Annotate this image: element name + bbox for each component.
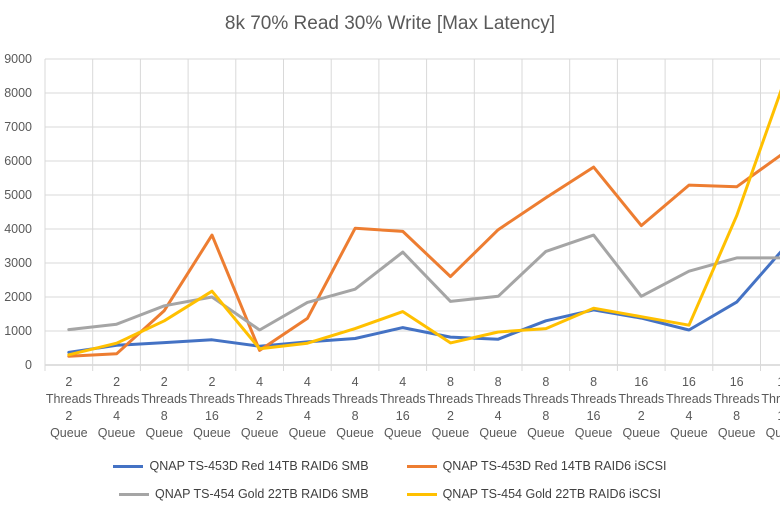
x-tick-label: 4 xyxy=(399,375,406,389)
series-line-1 xyxy=(67,250,780,354)
y-tick-label: 9000 xyxy=(4,52,32,66)
x-tick-label: Queue xyxy=(241,426,279,440)
x-tick-label: Threads xyxy=(475,392,521,406)
x-tick-label: Queue xyxy=(384,426,422,440)
x-tick-label: Queue xyxy=(193,426,231,440)
x-tick-label: 8 xyxy=(447,375,454,389)
legend-item-series-3[interactable]: QNAP TS-454 Gold 22TB RAID6 SMB xyxy=(119,487,369,501)
y-tick-label: 0 xyxy=(25,358,32,372)
x-tick-label: Queue xyxy=(622,426,660,440)
x-tick-label: Threads xyxy=(46,392,92,406)
x-tick-label: 16 xyxy=(682,375,696,389)
x-tick-label: Threads xyxy=(761,392,780,406)
series-lines xyxy=(67,89,780,358)
y-tick-label: 1000 xyxy=(4,324,32,338)
x-tick-label: Threads xyxy=(714,392,760,406)
x-tick-label: 8 xyxy=(495,375,502,389)
x-tick-label: Threads xyxy=(380,392,426,406)
legend-swatch-series-3 xyxy=(119,492,150,496)
x-tick-label: 2 xyxy=(447,409,454,423)
x-tick-label: 4 xyxy=(304,409,311,423)
y-axis-ticks: 0 1000 2000 3000 4000 5000 6000 7000 8000 9000 xyxy=(4,52,32,372)
x-tick-label: Queue xyxy=(670,426,708,440)
x-tick-label: Threads xyxy=(284,392,330,406)
x-tick-label: Queue xyxy=(527,426,565,440)
legend-label-series-4: QNAP TS-454 Gold 22TB RAID6 iSCSI xyxy=(442,487,661,501)
x-tick-label: Queue xyxy=(575,426,613,440)
legend-item-series-4[interactable]: QNAP TS-454 Gold 22TB RAID6 iSCSI xyxy=(406,487,661,501)
x-tick-label: Queue xyxy=(336,426,374,440)
x-tick-label: 2 xyxy=(256,409,263,423)
legend-label-series-1: QNAP TS-453D Red 14TB RAID6 SMB xyxy=(149,459,369,473)
legend-swatch-series-4 xyxy=(406,492,437,496)
legend-label-series-2: QNAP TS-453D Red 14TB RAID6 iSCSI xyxy=(442,459,667,473)
legend-item-series-2[interactable]: QNAP TS-453D Red 14TB RAID6 iSCSI xyxy=(406,459,667,473)
x-tick-label: 16 xyxy=(777,375,780,389)
legend-row-2: QNAP TS-454 Gold 22TB RAID6 SMB QNAP TS-… xyxy=(0,487,780,501)
x-tick-label: 2 xyxy=(65,375,72,389)
y-tick-label: 4000 xyxy=(4,222,32,236)
legend-item-series-1[interactable]: QNAP TS-453D Red 14TB RAID6 SMB xyxy=(113,459,369,473)
x-tick-label: 4 xyxy=(304,375,311,389)
x-tick-label: 16 xyxy=(634,375,648,389)
x-tick-label: 16 xyxy=(587,409,601,423)
x-tick-label: Queue xyxy=(289,426,327,440)
x-tick-label: Threads xyxy=(237,392,283,406)
x-tick-label: Threads xyxy=(618,392,664,406)
x-tick-label: Queue xyxy=(145,426,183,440)
x-tick-label: 4 xyxy=(685,409,692,423)
x-tick-label: 4 xyxy=(256,375,263,389)
chart-title: 8k 70% Read 30% Write [Max Latency] xyxy=(224,13,556,34)
x-tick-label: 4 xyxy=(113,409,120,423)
x-tick-label: Queue xyxy=(479,426,517,440)
legend-swatch-series-1 xyxy=(113,464,144,468)
x-tick-label: Queue xyxy=(50,426,88,440)
legend-row-1: QNAP TS-453D Red 14TB RAID6 SMB QNAP TS-… xyxy=(0,459,780,473)
y-tick-label: 6000 xyxy=(4,154,32,168)
x-tick-label: Threads xyxy=(571,392,617,406)
x-tick-label: Threads xyxy=(189,392,235,406)
x-tick-label: 2 xyxy=(113,375,120,389)
x-tick-label: Queue xyxy=(98,426,136,440)
x-tick-label: 2 xyxy=(208,375,215,389)
x-tick-label: 16 xyxy=(777,409,780,423)
x-tick-label: 2 xyxy=(638,409,645,423)
x-axis-ticks: 2 Threads 2 Queue 2 Threads 4 Queue 2 Threads 8 Que… xyxy=(46,375,780,440)
x-tick-label: 8 xyxy=(542,375,549,389)
x-tick-label: Threads xyxy=(666,392,712,406)
x-tick-label: Threads xyxy=(141,392,187,406)
x-tick-label: 2 xyxy=(161,375,168,389)
x-tick-label: 4 xyxy=(352,375,359,389)
x-tick-label: 4 xyxy=(495,409,502,423)
x-tick-label: 8 xyxy=(542,409,549,423)
series-line-3 xyxy=(67,233,780,332)
x-tick-label: Threads xyxy=(523,392,569,406)
x-tick-label: Threads xyxy=(428,392,474,406)
x-tick-label: Queue xyxy=(766,426,780,440)
x-tick-label: Threads xyxy=(332,392,378,406)
x-tick-label: 16 xyxy=(396,409,410,423)
y-tick-label: 8000 xyxy=(4,86,32,100)
y-tick-label: 7000 xyxy=(4,120,32,134)
x-tick-label: 8 xyxy=(161,409,168,423)
x-tick-label: Queue xyxy=(718,426,756,440)
x-tick-label: 8 xyxy=(590,375,597,389)
x-tick-label: 8 xyxy=(733,409,740,423)
x-tick-label: 16 xyxy=(205,409,219,423)
x-tick-label: Threads xyxy=(94,392,140,406)
series-line-2 xyxy=(67,153,780,358)
x-tick-label: 2 xyxy=(65,409,72,423)
series-line-4 xyxy=(67,89,780,357)
y-tick-label: 2000 xyxy=(4,290,32,304)
legend-label-series-3: QNAP TS-454 Gold 22TB RAID6 SMB xyxy=(155,487,369,501)
x-tick-label: Queue xyxy=(432,426,470,440)
y-tick-label: 3000 xyxy=(4,256,32,270)
x-tick-label: 8 xyxy=(352,409,359,423)
y-tick-label: 5000 xyxy=(4,188,32,202)
x-tick-label: 16 xyxy=(730,375,744,389)
legend-swatch-series-2 xyxy=(406,464,437,468)
